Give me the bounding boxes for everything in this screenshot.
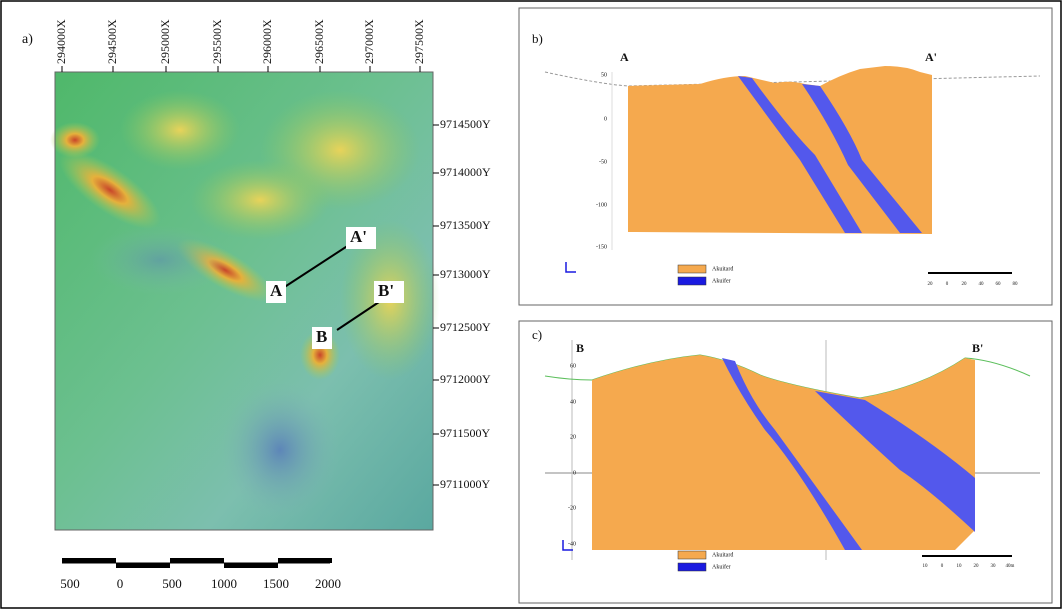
scale-label: 10: [957, 564, 963, 569]
scale-label: 30: [991, 564, 997, 569]
y-coord-label: 9711000Y: [440, 477, 491, 491]
section-end-label: B': [972, 341, 983, 355]
y-coord-label: 9712500Y: [440, 320, 491, 334]
scale-label: 0: [117, 576, 124, 591]
x-coord-label: 296500X: [312, 19, 326, 64]
y-tick-label: -40: [568, 541, 576, 547]
y-coord-label: 9713500Y: [440, 218, 491, 232]
y-tick-label: -150: [596, 244, 607, 250]
orientation-icon: [566, 262, 576, 272]
y-tick-label: 40: [570, 399, 576, 405]
scale-label: 1000: [211, 576, 237, 591]
y-tick-label: -20: [568, 505, 576, 511]
panel-label: a): [22, 32, 33, 47]
section-end-label: B: [576, 341, 584, 355]
legend-label: Akuifer: [712, 277, 731, 284]
scale-label: 2000: [315, 576, 341, 591]
y-coord-label: 9712000Y: [440, 372, 491, 386]
y-tick-label: -100: [596, 202, 607, 208]
scale-label: 20: [974, 564, 980, 569]
legend-label: Akuitard: [712, 552, 733, 558]
section-marker: A': [350, 227, 367, 246]
scale-label: 10: [923, 564, 929, 569]
legend-swatch: [678, 277, 706, 285]
x-coord-label: 295000X: [158, 19, 172, 64]
scale-segment: [62, 558, 116, 563]
y-coord-label: 9714000Y: [440, 165, 491, 179]
scale-label: 20: [928, 282, 934, 287]
legend-swatch: [678, 563, 706, 571]
figure: a) 294000X 294500X 295000X 295500X 296000X 296…: [0, 0, 1062, 609]
y-tick-label: 60: [570, 363, 576, 369]
y-coord-label: 9711500Y: [440, 426, 491, 440]
section-b: [545, 66, 1040, 285]
y-tick-label: 20: [570, 434, 576, 440]
scale-label: 0: [941, 564, 944, 569]
y-coord-label: 9714500Y: [440, 117, 491, 131]
x-coord-label: 297500X: [412, 19, 426, 64]
y-coord-label: 9713000Y: [440, 267, 491, 281]
scale-label: 500: [162, 576, 182, 591]
section-marker: B: [316, 327, 327, 346]
scale-label: 20: [962, 282, 968, 287]
scale-label: 40m: [1006, 564, 1015, 569]
x-coord-label: 297000X: [362, 19, 376, 64]
scale-segment: [278, 558, 332, 563]
legend-label: Akuitard: [712, 266, 733, 272]
y-tick-label: -50: [599, 159, 607, 165]
scale-label: 1500: [263, 576, 289, 591]
panel-label: b): [532, 31, 543, 46]
x-coord-label: 294000X: [54, 19, 68, 64]
section-marker: A: [270, 281, 283, 300]
scale-label: 40: [979, 282, 985, 287]
x-coord-label: 295500X: [210, 19, 224, 64]
legend-label: Akuifer: [712, 563, 731, 570]
scale-label: 0: [946, 282, 949, 287]
section-c: [545, 340, 1040, 571]
section-end-label: A: [620, 50, 629, 64]
x-coord-label: 296000X: [260, 19, 274, 64]
y-tick-label: 0: [573, 470, 576, 476]
scale-segment: [224, 563, 278, 568]
scale-segment: [116, 563, 170, 568]
scale-label: 80: [1013, 282, 1019, 287]
scale-label: 60: [996, 282, 1002, 287]
panel-label: c): [532, 327, 542, 342]
x-coord-label: 294500X: [105, 19, 119, 64]
legend-swatch: [678, 265, 706, 273]
scale-segment: [170, 558, 224, 563]
legend-swatch: [678, 551, 706, 559]
y-tick-label: 0: [604, 116, 607, 122]
y-tick-label: 50: [601, 72, 607, 78]
scale-label: 500: [60, 576, 80, 591]
section-marker: B': [378, 281, 394, 300]
section-end-label: A': [925, 50, 937, 64]
panel-a: [48, 72, 440, 563]
